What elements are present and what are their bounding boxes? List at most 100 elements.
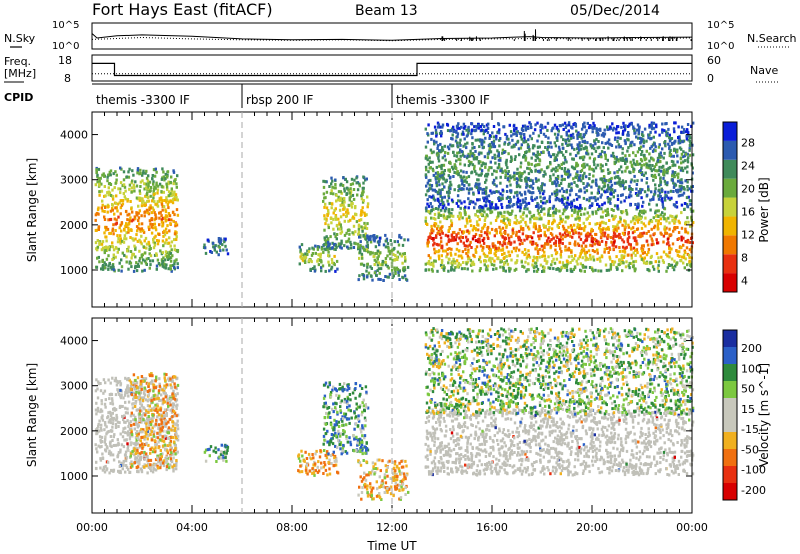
beam-label: Beam 13 xyxy=(355,3,418,19)
heatmap-cell xyxy=(345,214,348,218)
heatmap-cell xyxy=(332,192,335,196)
heatmap-cell xyxy=(472,200,475,204)
heatmap-cell xyxy=(96,450,99,454)
heatmap-cell xyxy=(549,174,552,178)
heatmap-cell xyxy=(112,458,116,462)
heatmap-cell xyxy=(164,250,168,254)
heatmap-cell xyxy=(140,415,144,419)
heatmap-cell xyxy=(553,132,557,136)
heatmap-cell xyxy=(346,245,349,249)
heatmap-cell xyxy=(335,193,338,197)
heatmap-cell xyxy=(156,258,160,262)
heatmap-cell xyxy=(690,237,693,240)
heatmap-cell xyxy=(627,253,630,257)
heatmap-cell xyxy=(667,216,670,220)
heatmap-cell xyxy=(662,168,666,172)
heatmap-cell xyxy=(474,138,477,142)
heatmap-cell xyxy=(490,227,494,231)
heatmap-cell xyxy=(570,186,573,190)
heatmap-cell xyxy=(563,177,566,181)
heatmap-cell xyxy=(539,229,542,232)
heatmap-cell xyxy=(570,134,573,137)
heatmap-cell xyxy=(536,252,540,255)
freq-tick-top: 18 xyxy=(58,54,72,67)
heatmap-cell xyxy=(448,208,451,211)
heatmap-cell xyxy=(115,221,118,225)
heatmap-cell xyxy=(115,206,118,210)
heatmap-cell xyxy=(324,269,327,273)
heatmap-cell xyxy=(513,129,516,133)
heatmap-cell xyxy=(513,177,516,181)
heatmap-cell xyxy=(450,247,453,251)
heatmap-cell xyxy=(327,209,330,212)
heatmap-cell xyxy=(424,262,427,266)
heatmap-cell xyxy=(526,177,530,181)
heatmap-cell xyxy=(384,257,388,260)
heatmap-cell xyxy=(538,187,541,191)
heatmap-cell xyxy=(434,259,437,263)
heatmap-cell xyxy=(317,263,321,267)
heatmap-cell xyxy=(566,260,569,263)
heatmap-cell xyxy=(577,209,580,213)
heatmap-cell xyxy=(176,249,180,252)
heatmap-cell xyxy=(453,188,456,192)
heatmap-cell xyxy=(633,143,636,147)
heatmap-cell xyxy=(339,183,342,187)
heatmap-cell xyxy=(359,234,362,238)
heatmap-cell xyxy=(534,205,538,208)
heatmap-cell xyxy=(522,155,525,159)
heatmap-cell xyxy=(556,224,559,228)
heatmap-cell xyxy=(446,122,449,126)
heatmap-cell xyxy=(170,175,173,179)
heatmap-cell xyxy=(538,159,542,163)
heatmap-cell xyxy=(505,259,508,263)
heatmap-cell xyxy=(515,171,519,175)
heatmap-cell xyxy=(540,141,544,144)
heatmap-cell xyxy=(447,257,451,261)
heatmap-cell xyxy=(330,221,333,225)
heatmap-cell xyxy=(587,257,590,261)
heatmap-cell xyxy=(340,230,344,234)
heatmap-cell xyxy=(149,428,152,432)
heatmap-cell xyxy=(170,417,173,421)
heatmap-cell xyxy=(176,198,179,202)
heatmap-cell xyxy=(124,189,127,193)
heatmap-cell xyxy=(524,128,528,132)
heatmap-cell xyxy=(138,256,142,260)
heatmap-cell xyxy=(687,220,690,224)
heatmap-cell xyxy=(649,260,652,264)
heatmap-cell xyxy=(379,278,382,281)
heatmap-cell xyxy=(434,171,438,175)
heatmap-cell xyxy=(600,150,604,154)
heatmap-cell xyxy=(125,175,129,179)
heatmap-cell xyxy=(582,247,585,251)
heatmap-cell xyxy=(547,236,550,240)
heatmap-cell xyxy=(691,171,694,175)
heatmap-cell xyxy=(579,213,583,217)
heatmap-cell xyxy=(602,175,606,178)
heatmap-cell xyxy=(600,133,604,137)
heatmap-cell xyxy=(468,219,472,223)
heatmap-cell xyxy=(170,446,173,450)
heatmap-cell xyxy=(615,158,618,161)
heatmap-cell xyxy=(330,182,333,186)
heatmap-cell xyxy=(140,222,144,226)
heatmap-cell xyxy=(634,253,637,257)
heatmap-cell xyxy=(144,251,147,255)
heatmap-cell xyxy=(650,173,654,177)
heatmap-cell xyxy=(439,194,442,198)
heatmap-cell xyxy=(175,185,178,189)
heatmap-cell xyxy=(491,244,495,248)
heatmap-cell xyxy=(583,125,587,129)
heatmap-cell xyxy=(616,175,620,179)
heatmap-cell xyxy=(612,229,615,232)
heatmap-cell xyxy=(452,214,455,218)
heatmap-cell xyxy=(138,227,142,231)
heatmap-cell xyxy=(450,127,454,131)
heatmap-cell xyxy=(483,223,487,226)
heatmap-cell xyxy=(611,151,615,155)
heatmap-cell xyxy=(474,213,477,217)
heatmap-cell xyxy=(519,175,522,179)
heatmap-cell xyxy=(613,171,616,175)
heatmap-cell xyxy=(126,411,129,415)
